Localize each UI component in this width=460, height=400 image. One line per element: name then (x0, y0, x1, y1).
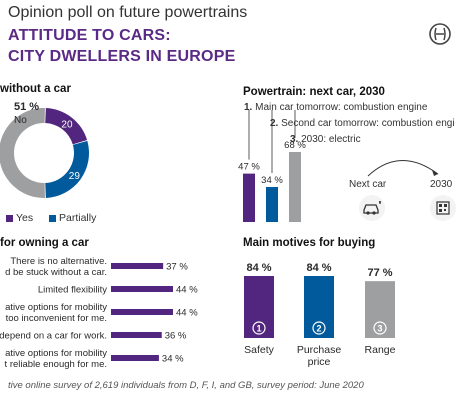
legend-number: 2. (270, 118, 279, 129)
powertrain-bar (243, 173, 255, 222)
donut-legend: Yes Partially (6, 212, 96, 224)
year-label: 2030 (430, 179, 453, 190)
donut-no-label: No (14, 115, 27, 126)
bosch-logo-icon (429, 23, 451, 45)
powertrain-legend: 1. Main car tomorrow: combustion engine … (244, 102, 460, 150)
owning-category-label: ative options for mobility (5, 348, 107, 359)
motives-title: Main motives for buying (243, 237, 376, 249)
survey-footnote: tive online survey of 2,619 individuals … (8, 380, 364, 391)
owning-category-label: Limited flexibility (38, 285, 107, 296)
motives-bar-value: 84 % (246, 262, 271, 274)
next-car-label: Next car (349, 179, 387, 190)
headline-line-2: CITY DWELLERS IN EUROPE (8, 48, 236, 65)
donut-slice-yes (45, 108, 88, 145)
legend-yes-label: Yes (16, 212, 34, 224)
powertrain-title: Powertrain: next car, 2030 (243, 86, 385, 98)
powertrain-legend-item-2: 2. Second car tomorrow: combustion engi (270, 118, 455, 129)
owning-category-label: depend on a car for work. (0, 331, 107, 342)
owning-bar-value: 36 % (165, 331, 187, 342)
motives-category-label: Safety (244, 344, 275, 356)
legend-yes-swatch (6, 214, 13, 222)
legend-text: 2030: electric (301, 134, 361, 145)
legend-number: 3. (290, 134, 299, 145)
powertrain-bar-value: 68 % (284, 140, 306, 151)
donut-chart: 20 29 51 % No (0, 101, 89, 198)
qr-code-icon (430, 195, 456, 221)
owning-bar (111, 286, 173, 292)
owning-bar-value: 44 % (176, 308, 198, 319)
donut-slice-label: 20 (61, 119, 73, 130)
owning-bar-value: 37 % (166, 262, 188, 273)
owning-category-label: d be stuck without a car. (5, 267, 107, 278)
powertrain-bar (289, 152, 301, 222)
powertrain-bar-chart: 47 %34 % 68 % (238, 110, 306, 222)
motives-bar-number-circle (373, 321, 387, 335)
owning-bar (111, 309, 173, 315)
motives-bar (304, 276, 334, 338)
owning-bar (111, 355, 159, 361)
kicker-text: Opinion poll on future powertrains (8, 4, 248, 21)
owning-bar (111, 263, 164, 269)
owning-bar-chart: 37 % There is no alternative.d be stuck w… (0, 256, 198, 370)
donut-no-value: 51 % (14, 101, 39, 113)
owning-bar-value: 44 % (176, 285, 198, 296)
owning-bar-value: 34 % (162, 354, 184, 365)
owning-title: for owning a car (0, 237, 89, 249)
motives-bar (244, 276, 274, 338)
legend-partially-label: Partially (58, 212, 97, 224)
motives-category-label: Range (365, 344, 396, 356)
donut-slice-no (0, 108, 45, 198)
powertrain-legend-item-1: 1. Main car tomorrow: combustion engine (244, 102, 427, 113)
motives-bar-value: 77 % (367, 267, 392, 279)
legend-text: Second car tomorrow: combustion engi (281, 118, 455, 129)
headline-line-1: ATTITUDE TO CARS: (8, 27, 171, 44)
owning-category-label: t reliable enough for me. (5, 359, 107, 370)
owning-category-label: too inconvenient for me. (6, 313, 107, 324)
owning-category-label: ative options for mobility (5, 302, 107, 313)
motives-bar-number-circle (312, 321, 326, 335)
owning-category-label: There is no alternative. (10, 256, 107, 267)
owning-bar (111, 332, 162, 338)
donut-title: without a car (0, 83, 71, 95)
powertrain-legend-item-3: 3. 2030: electric (290, 134, 361, 145)
motives-bar (365, 281, 395, 338)
donut-slice-partially (45, 140, 89, 198)
transition-arrow (367, 160, 439, 177)
motives-bar-number-circle (252, 321, 266, 335)
legend-partially-swatch (48, 214, 56, 222)
motives-bar-number: 2 (316, 324, 321, 334)
motives-bar-value: 84 % (306, 262, 331, 274)
motives-category-label: Purchase (297, 344, 342, 356)
motives-bar-number: 1 (256, 324, 261, 334)
legend-text: Main car tomorrow: combustion engine (255, 102, 428, 113)
donut-slice-label: 29 (69, 171, 81, 182)
powertrain-bar-value: 34 % (261, 175, 283, 186)
motives-bar-number: 3 (377, 324, 382, 334)
powertrain-bar (266, 187, 278, 222)
car-charging-icon (359, 195, 385, 221)
powertrain-bar-value: 47 % (238, 162, 260, 173)
motives-category-label: price (308, 356, 331, 368)
legend-number: 1. (244, 102, 253, 113)
